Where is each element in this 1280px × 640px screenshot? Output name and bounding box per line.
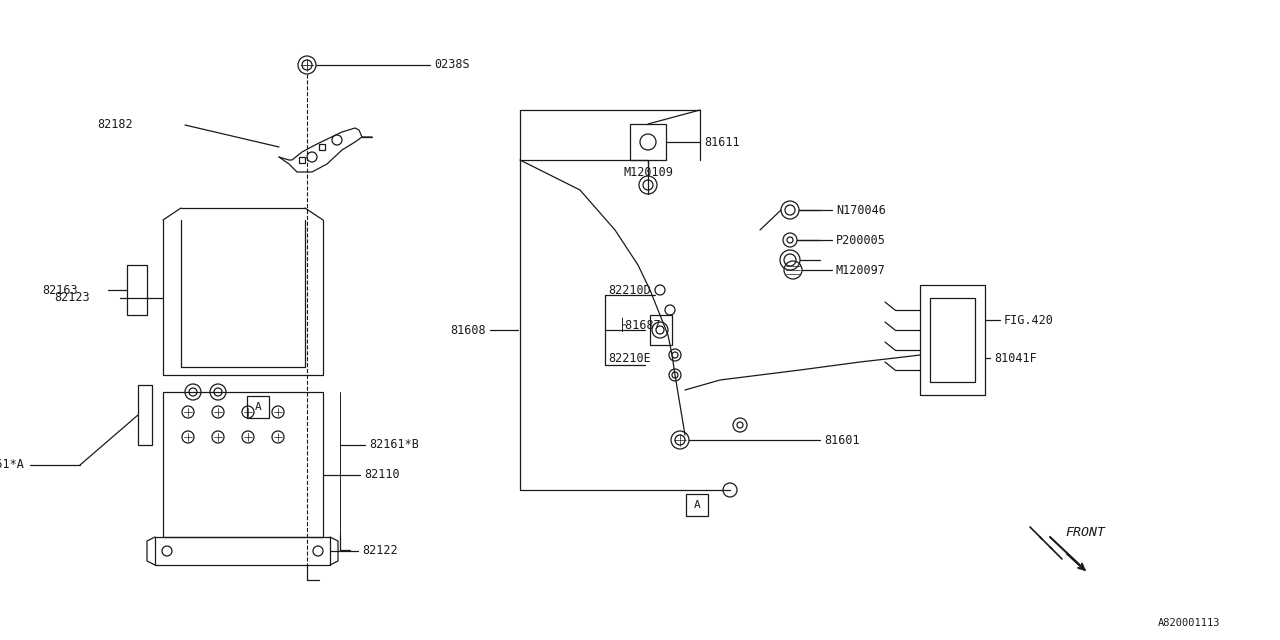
Text: M120097: M120097	[836, 264, 886, 276]
Bar	[127, 265, 147, 315]
Text: A: A	[694, 500, 700, 510]
Text: 81608: 81608	[451, 323, 486, 337]
Bar	[300, 157, 305, 163]
Bar	[650, 315, 672, 345]
Text: 82161*B: 82161*B	[369, 438, 419, 451]
Text: M120109: M120109	[623, 166, 673, 179]
Text: 82163: 82163	[42, 284, 78, 296]
Text: 82182: 82182	[97, 118, 133, 131]
Text: 82210E: 82210E	[608, 351, 650, 365]
Text: 82161*A: 82161*A	[0, 458, 24, 472]
Text: 81601: 81601	[824, 433, 860, 447]
Text: P200005: P200005	[836, 234, 886, 246]
Text: 82210D: 82210D	[608, 284, 650, 296]
Bar	[155, 537, 330, 565]
Text: 0238S: 0238S	[434, 58, 470, 72]
Text: A820001113: A820001113	[1157, 618, 1220, 628]
Text: 82122: 82122	[362, 545, 398, 557]
Bar	[163, 392, 323, 537]
Bar	[630, 124, 666, 160]
Text: FIG.420: FIG.420	[1004, 314, 1053, 326]
Bar	[138, 385, 152, 445]
Text: 82123: 82123	[54, 291, 90, 304]
Text: 82110: 82110	[364, 468, 399, 481]
Text: ├81687: ├81687	[620, 318, 662, 332]
Text: 81041F: 81041F	[995, 351, 1037, 365]
Text: FRONT: FRONT	[1065, 525, 1105, 538]
Bar	[319, 144, 325, 150]
Bar	[686, 494, 708, 516]
Bar	[247, 396, 269, 418]
Text: 81611: 81611	[704, 136, 740, 148]
Text: N170046: N170046	[836, 204, 886, 216]
Text: A: A	[255, 402, 261, 412]
